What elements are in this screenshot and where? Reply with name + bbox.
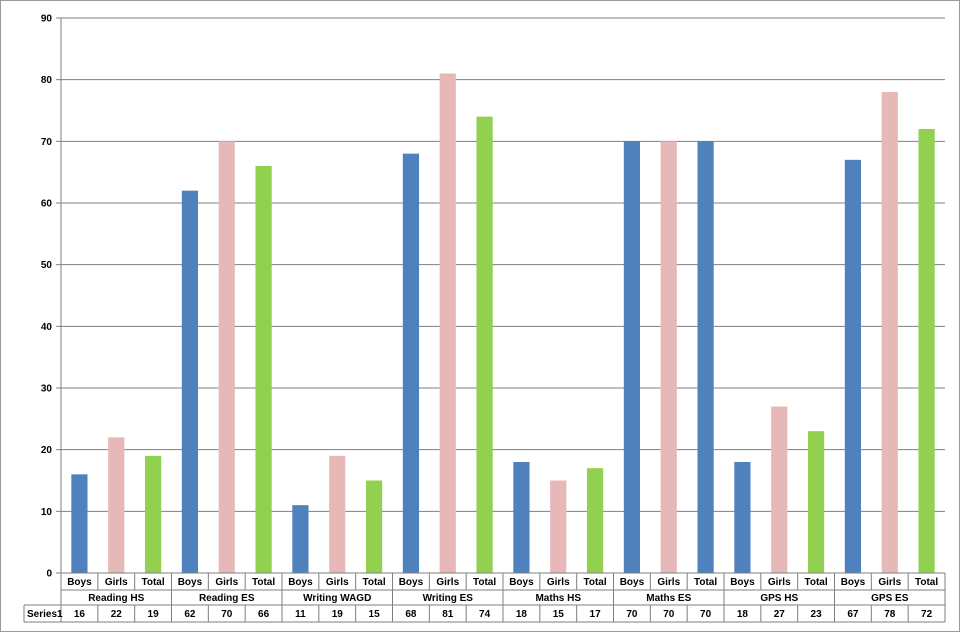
y-tick-label-90: 90 <box>41 14 53 25</box>
data-value-label: 11 <box>295 609 306 620</box>
bar-writing-wagd-total <box>365 480 383 573</box>
data-value-label: 19 <box>332 609 344 620</box>
data-value-label: 70 <box>663 609 675 620</box>
data-value-label: 78 <box>884 609 896 620</box>
x-tick-label-girls: Girls <box>215 577 238 588</box>
y-tick-label-0: 0 <box>46 569 52 580</box>
data-value-label: 67 <box>847 609 859 620</box>
data-value-label: 27 <box>774 609 786 620</box>
data-value-label: 70 <box>700 609 712 620</box>
bar-writing-wagd-boys <box>292 505 309 573</box>
data-value-label: 66 <box>258 609 270 620</box>
x-tick-label-girls: Girls <box>326 577 349 588</box>
x-tick-label-girls: Girls <box>768 577 791 588</box>
x-tick-label-total: Total <box>252 577 275 588</box>
data-value-label: 16 <box>74 609 86 620</box>
data-value-label: 81 <box>442 609 454 620</box>
data-value-label: 18 <box>516 609 528 620</box>
data-value-label: 68 <box>405 609 417 620</box>
data-value-label: 74 <box>479 609 491 620</box>
bar-maths-hs-total <box>586 468 604 573</box>
x-group-label-reading-es: Reading ES <box>199 593 255 604</box>
x-tick-label-boys: Boys <box>288 577 313 588</box>
y-tick-label-60: 60 <box>41 199 53 210</box>
x-tick-label-boys: Boys <box>399 577 424 588</box>
x-tick-label-girls: Girls <box>547 577 570 588</box>
bar-reading-es-boys <box>181 190 199 573</box>
y-tick-label-80: 80 <box>41 75 53 86</box>
x-group-label-maths-hs: Maths HS <box>535 593 581 604</box>
x-tick-label-total: Total <box>694 577 717 588</box>
y-tick-label-10: 10 <box>41 507 53 518</box>
bar-maths-hs-boys <box>513 462 530 573</box>
data-value-label: 23 <box>811 609 823 620</box>
bar-gps-es-boys <box>844 159 862 574</box>
x-group-label-gps-es: GPS ES <box>871 593 909 604</box>
x-tick-label-boys: Boys <box>178 577 203 588</box>
bar-reading-es-girls <box>218 141 235 574</box>
bar-reading-hs-total <box>144 455 162 573</box>
bar-reading-hs-girls <box>108 437 125 573</box>
bar-reading-es-total <box>255 166 272 573</box>
data-value-label: 22 <box>111 609 123 620</box>
x-tick-label-total: Total <box>805 577 828 588</box>
bar-maths-es-girls <box>660 141 677 574</box>
x-group-label-reading-hs: Reading HS <box>88 593 144 604</box>
bar-gps-es-girls <box>881 92 898 573</box>
x-tick-label-boys: Boys <box>509 577 534 588</box>
data-value-label: 62 <box>184 609 196 620</box>
x-tick-label-boys: Boys <box>620 577 645 588</box>
bar-reading-hs-boys <box>71 474 88 573</box>
x-tick-label-total: Total <box>363 577 386 588</box>
x-group-label-maths-es: Maths ES <box>646 593 691 604</box>
data-value-label: 70 <box>221 609 233 620</box>
data-value-label: 17 <box>590 609 602 620</box>
x-tick-label-girls: Girls <box>657 577 680 588</box>
x-tick-label-girls: Girls <box>436 577 459 588</box>
bar-maths-es-boys <box>623 141 641 574</box>
data-value-label: 19 <box>148 609 160 620</box>
bar-writing-es-girls <box>439 73 456 573</box>
x-tick-label-boys: Boys <box>730 577 755 588</box>
series-label: Series1 <box>27 609 63 620</box>
y-tick-label-70: 70 <box>41 137 53 148</box>
data-value-label: 18 <box>737 609 749 620</box>
x-tick-label-girls: Girls <box>878 577 901 588</box>
bar-gps-es-total <box>918 129 935 573</box>
bar-writing-wagd-girls <box>329 455 346 573</box>
data-value-label: 15 <box>369 609 381 620</box>
y-tick-label-50: 50 <box>41 260 53 271</box>
x-group-label-writing-es: Writing ES <box>423 593 474 604</box>
y-tick-label-20: 20 <box>41 445 53 456</box>
x-tick-label-total: Total <box>473 577 496 588</box>
bar-gps-hs-total <box>807 431 825 573</box>
data-value-label: 70 <box>626 609 638 620</box>
data-value-label: 72 <box>921 609 933 620</box>
bar-maths-es-total <box>697 141 714 574</box>
bar-writing-es-total <box>476 116 493 574</box>
bar-writing-es-boys <box>402 153 420 573</box>
y-tick-label-40: 40 <box>41 322 53 333</box>
x-tick-label-total: Total <box>584 577 607 588</box>
x-group-label-gps-hs: GPS HS <box>760 593 798 604</box>
x-group-label-writing-wagd: Writing WAGD <box>303 593 371 604</box>
x-tick-label-total: Total <box>142 577 165 588</box>
x-tick-label-total: Total <box>915 577 938 588</box>
bar-gps-hs-girls <box>771 406 788 573</box>
data-value-label: 15 <box>553 609 565 620</box>
x-tick-label-boys: Boys <box>841 577 866 588</box>
x-tick-label-boys: Boys <box>67 577 92 588</box>
x-tick-label-girls: Girls <box>105 577 128 588</box>
bar-gps-hs-boys <box>734 462 751 573</box>
bar-maths-hs-girls <box>550 480 567 573</box>
y-tick-label-30: 30 <box>41 384 53 395</box>
